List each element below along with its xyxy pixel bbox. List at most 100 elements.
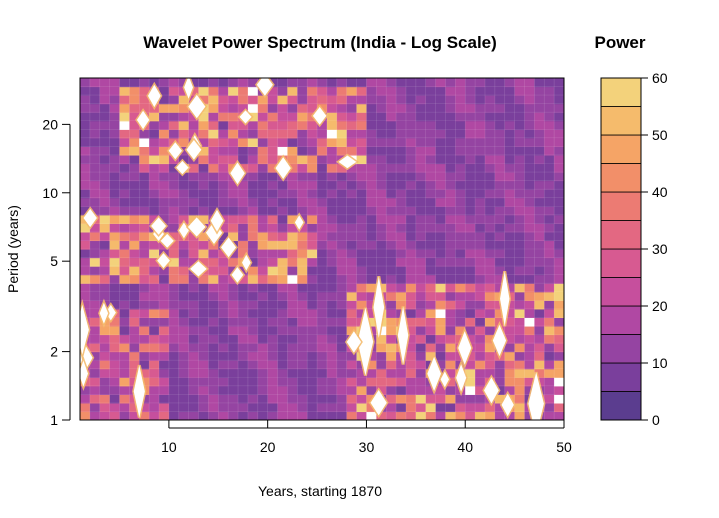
- heatmap-cell: [445, 351, 456, 361]
- heatmap-cell: [396, 197, 407, 207]
- y-tick-label: 20: [42, 116, 58, 132]
- heatmap-cell: [465, 283, 476, 293]
- heatmap-cell: [386, 317, 397, 327]
- heatmap-cell: [267, 368, 279, 378]
- heatmap-cell: [514, 351, 526, 361]
- heatmap-cell: [524, 206, 535, 216]
- heatmap-cell: [297, 231, 308, 242]
- heatmap-cell: [238, 78, 249, 88]
- heatmap-cell: [484, 112, 496, 122]
- heatmap-cell: [178, 240, 190, 250]
- heatmap-cell: [494, 360, 506, 370]
- heatmap-cell: [475, 266, 486, 276]
- heatmap-cell: [504, 274, 516, 284]
- heatmap-cell: [238, 325, 249, 336]
- heatmap-cell: [317, 197, 328, 207]
- heatmap-cell: [307, 86, 318, 96]
- heatmap-cell: [376, 214, 387, 224]
- heatmap-cell: [267, 95, 279, 105]
- heatmap-cell: [356, 308, 368, 318]
- heatmap-cell: [425, 334, 437, 344]
- heatmap-cell: [494, 206, 506, 216]
- heatmap-cell: [297, 360, 308, 370]
- heatmap-cell: [405, 377, 417, 387]
- heatmap-cell: [465, 300, 476, 310]
- heatmap-cell: [475, 411, 486, 420]
- heatmap-cell: [346, 300, 358, 310]
- heatmap-cell: [317, 240, 328, 250]
- heatmap-cell: [149, 206, 160, 216]
- heatmap-cell: [297, 377, 308, 387]
- heatmap-cell: [336, 137, 348, 147]
- heatmap-cell: [425, 291, 437, 301]
- heatmap-cell: [336, 172, 348, 182]
- heatmap-cell: [317, 231, 328, 242]
- heatmap-cell: [287, 360, 298, 370]
- heatmap-cell: [396, 120, 407, 130]
- heatmap-cell: [307, 334, 318, 344]
- colorbar-title: Power: [594, 33, 645, 52]
- heatmap-cell: [465, 137, 476, 147]
- heatmap-cell: [119, 112, 130, 122]
- heatmap-cell: [168, 95, 180, 105]
- heatmap-cell: [366, 402, 377, 413]
- heatmap-cell: [208, 402, 219, 413]
- power-peak: [210, 209, 224, 232]
- heatmap-cell: [247, 240, 259, 250]
- heatmap-cell: [257, 240, 269, 250]
- heatmap-cell: [494, 146, 506, 156]
- heatmap-cell: [425, 308, 437, 318]
- heatmap-cell: [159, 197, 170, 207]
- heatmap-cell: [415, 240, 427, 250]
- heatmap-cell: [346, 385, 358, 395]
- heatmap-cell: [484, 257, 496, 267]
- colorbar-swatch: [600, 362, 642, 392]
- heatmap-cell: [544, 377, 555, 387]
- heatmap-cell: [277, 129, 289, 139]
- heatmap-cell: [484, 351, 496, 361]
- heatmap-cell: [405, 325, 417, 336]
- heatmap-cell: [336, 368, 348, 378]
- heatmap-cell: [514, 274, 526, 284]
- heatmap-cell: [228, 146, 239, 156]
- heatmap-cell: [307, 325, 318, 336]
- heatmap-cell: [396, 368, 407, 378]
- heatmap-cell: [297, 300, 308, 310]
- heatmap-cell: [238, 197, 249, 207]
- heatmap-cell: [129, 257, 140, 267]
- heatmap-cell: [218, 402, 229, 413]
- heatmap-cell: [405, 385, 417, 395]
- heatmap-cell: [139, 214, 150, 224]
- heatmap-cell: [494, 86, 506, 96]
- heatmap-cell: [376, 163, 387, 173]
- heatmap-cell: [415, 411, 427, 420]
- heatmap-cell: [119, 351, 130, 361]
- heatmap-cell: [475, 325, 486, 336]
- heatmap-cell: [277, 283, 289, 293]
- heatmap-cell: [149, 257, 160, 267]
- heatmap-cell: [514, 291, 526, 301]
- heatmap-cell: [484, 120, 496, 130]
- heatmap-cell: [376, 368, 387, 378]
- heatmap-cell: [159, 112, 170, 122]
- heatmap-cell: [159, 172, 170, 182]
- heatmap-cell: [129, 223, 140, 233]
- heatmap-cell: [89, 343, 101, 353]
- heatmap-cell: [228, 137, 239, 147]
- heatmap-cell: [356, 411, 368, 420]
- heatmap-cell: [119, 385, 130, 395]
- heatmap-cell: [415, 249, 427, 259]
- heatmap-cell: [475, 317, 486, 327]
- heatmap-cell: [396, 129, 407, 139]
- heatmap-cell: [238, 231, 249, 242]
- heatmap-cell: [544, 86, 555, 96]
- heatmap-cell: [277, 206, 289, 216]
- heatmap-cell: [356, 86, 368, 96]
- heatmap-cell: [257, 146, 269, 156]
- heatmap-cell: [208, 189, 219, 199]
- heatmap-cell: [198, 78, 210, 88]
- heatmap-cell: [336, 146, 348, 156]
- heatmap-cell: [80, 266, 91, 276]
- heatmap-cell: [336, 206, 348, 216]
